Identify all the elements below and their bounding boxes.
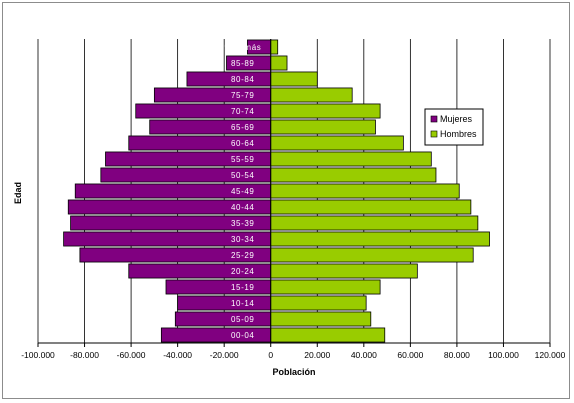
bar-hombres: [270, 167, 437, 183]
bar-hombres: [270, 279, 381, 295]
category-label: 70-74: [231, 107, 254, 116]
category-label: 75-79: [231, 91, 254, 100]
x-tick-label: 120.000: [535, 350, 566, 360]
bar-hombres: [270, 327, 386, 343]
bar-mujeres: [165, 279, 272, 295]
category-label: 55-59: [231, 155, 254, 164]
x-tick-label: 100.000: [488, 350, 519, 360]
bar-hombres: [270, 295, 367, 311]
x-tick-label: -60.000: [117, 350, 146, 360]
bar-hombres: [270, 247, 474, 263]
legend: Mujeres Hombres: [424, 108, 484, 146]
bar-hombres: [270, 135, 404, 151]
category-label: 40-44: [231, 203, 254, 212]
bar-hombres: [270, 263, 418, 279]
bar-mujeres: [177, 295, 272, 311]
bar-mujeres: [174, 311, 272, 327]
category-label: 85-89: [231, 59, 254, 68]
category-label: 60-64: [231, 139, 254, 148]
category-label: 45-49: [231, 187, 254, 196]
bar-hombres: [270, 39, 279, 55]
x-tick-label: -20.000: [210, 350, 239, 360]
x-tick-label: -100.000: [21, 350, 55, 360]
category-label: 65-69: [231, 123, 254, 132]
x-tick-label: -80.000: [70, 350, 99, 360]
legend-box: [424, 108, 484, 146]
legend-swatch-mujeres: [430, 115, 438, 123]
category-labels: 00-04 05-09 10-14 15-19 20-24 25-29 30-34 35-39…: [224, 43, 261, 340]
category-label: 50-54: [231, 171, 254, 180]
category-label: 15-19: [231, 283, 254, 292]
axes: -100.000 -80.000 -60.000 -40.000 -20.000 0 20.…: [21, 39, 566, 360]
y-axis-title: Edad: [13, 182, 23, 204]
x-tick-label: -40.000: [163, 350, 192, 360]
bar-hombres: [270, 215, 479, 231]
x-tick-label: 40.000: [351, 350, 377, 360]
bar-mujeres: [186, 71, 272, 87]
legend-label-mujeres: Mujeres: [440, 114, 473, 124]
category-label: 80-84: [231, 75, 254, 84]
category-label: 25-29: [231, 251, 254, 260]
population-pyramid-chart: -100.000 -80.000 -60.000 -40.000 -20.000 0 20.…: [13, 39, 566, 377]
bars: [63, 39, 490, 343]
x-tick-label: 20.000: [304, 350, 330, 360]
x-tick-label: 60.000: [397, 350, 423, 360]
category-label: 30-34: [231, 235, 254, 244]
bar-hombres: [270, 183, 460, 199]
category-label: 20-24: [231, 267, 254, 276]
category-label: 35-39: [231, 219, 254, 228]
x-tick-label: 80.000: [444, 350, 470, 360]
bar-hombres: [270, 119, 376, 135]
x-tick-label: 0: [268, 350, 273, 360]
bar-hombres: [270, 103, 381, 119]
chart-frame: -100.000 -80.000 -60.000 -40.000 -20.000 0 20.…: [2, 2, 570, 399]
x-axis-title: Población: [272, 367, 315, 377]
legend-swatch-hombres: [430, 130, 438, 138]
category-label: 10-14: [231, 299, 254, 308]
category-label: 90 y más: [224, 43, 261, 52]
bar-hombres: [270, 87, 353, 103]
category-label: 05-09: [231, 315, 254, 324]
legend-label-hombres: Hombres: [440, 129, 477, 139]
bar-hombres: [270, 231, 490, 247]
bar-hombres: [270, 311, 372, 327]
bar-hombres: [270, 55, 288, 71]
category-label: 00-04: [231, 331, 254, 340]
bar-hombres: [270, 71, 318, 87]
bar-hombres: [270, 199, 472, 215]
bar-hombres: [270, 151, 432, 167]
